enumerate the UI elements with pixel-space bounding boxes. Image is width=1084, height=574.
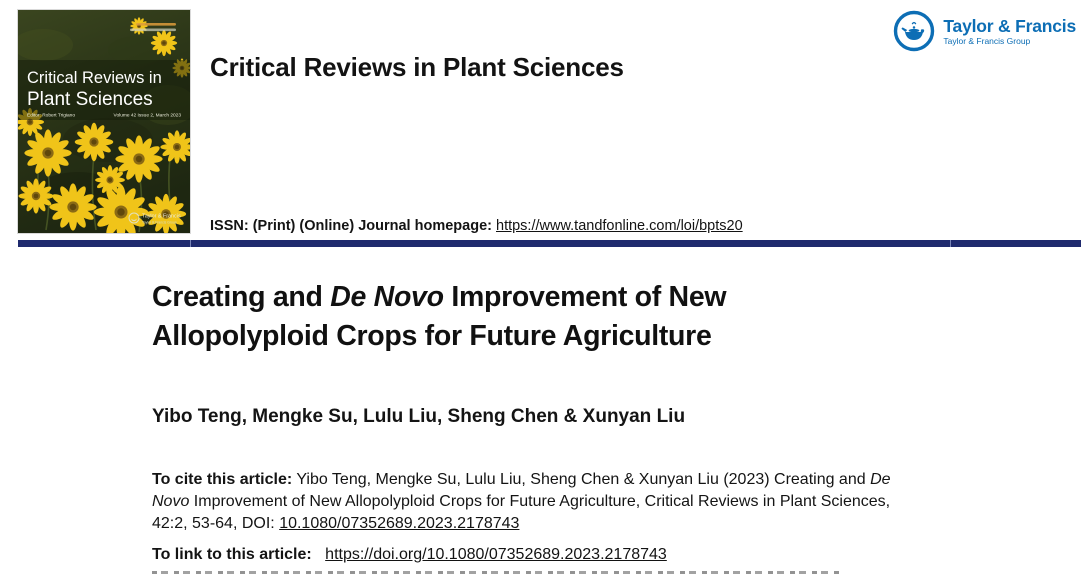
cite-label: To cite this article: [152,471,293,488]
logo-text: Taylor & Francis Taylor & Francis Group [943,15,1076,46]
cover-art: Critical Reviews in Plant Sciences Edito… [18,10,190,233]
lamp-icon [894,10,935,52]
cover-watermark-title: Taylor & Francis [142,214,181,220]
cover-volume: Volume 42 Issue 2, March 2023 [114,113,182,119]
header-divider-bar [18,240,1081,247]
taylor-francis-logo: Taylor & Francis Taylor & Francis Group [893,10,1076,52]
link-label: To link to this article: [152,546,312,563]
article-authors: Yibo Teng, Mengke Su, Lulu Liu, Sheng Ch… [152,406,686,427]
cite-part2: Improvement of New Allopolyploid Crops f… [152,493,891,532]
logo-subtitle: Taylor & Francis Group [943,35,1031,46]
divider-tick [950,240,951,247]
cite-part1: Yibo Teng, Mengke Su, Lulu Liu, Sheng Ch… [292,471,871,488]
cover-watermark: Taylor & Francis Taylor & Francis Group [128,212,181,225]
article-title-italic: De Novo [330,281,444,313]
article-title: Creating and De Novo Improvement of New … [152,278,852,356]
cover-editor: Editor: Robert Trigiano [27,113,75,119]
logo-title: Taylor & Francis [943,15,1076,36]
clipped-text-fragment [152,571,842,574]
divider-tick [190,240,191,247]
issn-homepage-line: ISSN: (Print) (Online) Journal homepage:… [210,218,743,234]
article-link-line: To link to this article: https://doi.org… [152,546,667,564]
cover-title-line1: Critical Reviews in [27,69,162,87]
cover-title-line2: Plant Sciences [27,89,153,110]
issn-label: ISSN: (Print) (Online) Journal homepage: [210,218,492,234]
journal-title: Critical Reviews in Plant Sciences [210,52,624,82]
journal-cover-image: Critical Reviews in Plant Sciences Edito… [18,10,190,233]
article-title-part2: Improvement of New Allopolyploid Crops f… [152,281,727,352]
cover-watermark-subtitle: Taylor & Francis Group [142,221,177,225]
article-title-part1: Creating and [152,281,331,313]
doi-link[interactable]: 10.1080/07352689.2023.2178743 [279,515,520,532]
journal-homepage-link[interactable]: https://www.tandfonline.com/loi/bpts20 [496,218,743,234]
cite-italic: De Novo [152,471,891,510]
doi-url-link[interactable]: https://doi.org/10.1080/07352689.2023.21… [325,546,667,563]
citation-paragraph: To cite this article: Yibo Teng, Mengke … [152,469,902,535]
cover-microtext [130,23,176,32]
